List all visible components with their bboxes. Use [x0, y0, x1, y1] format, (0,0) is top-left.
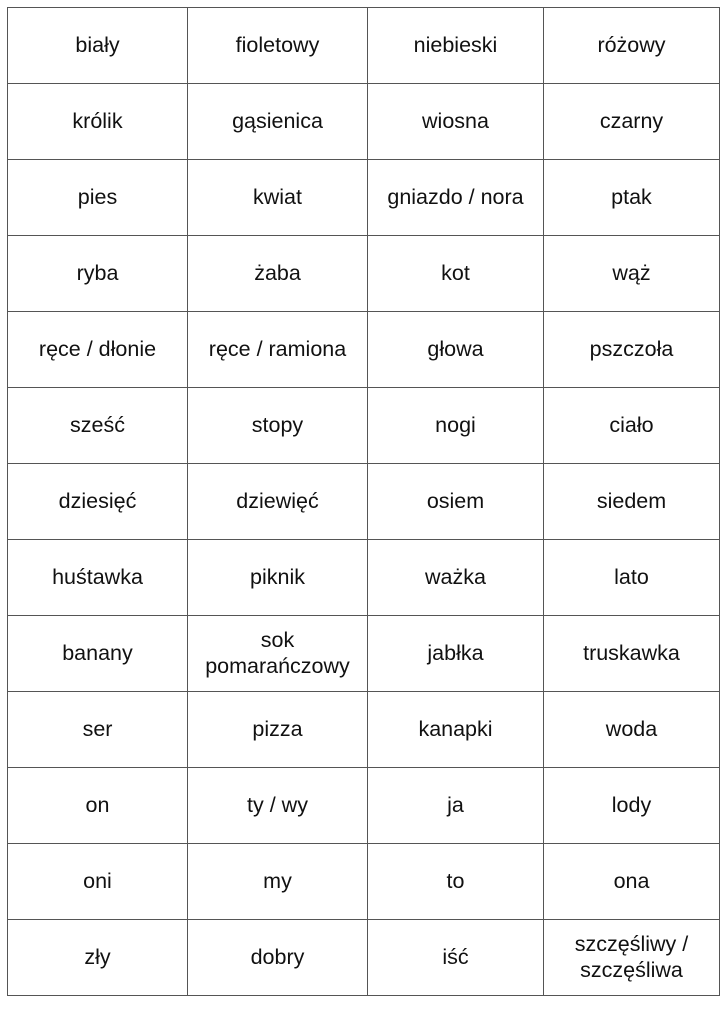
word-cell: nogi	[367, 387, 544, 464]
word-cell: ser	[7, 691, 188, 768]
table-row: banany sok pomarańczowy jabłka truskawka	[7, 615, 720, 692]
word-cell: jabłka	[367, 615, 544, 692]
table-row: biały fioletowy niebieski różowy	[7, 7, 720, 84]
word-cell: dobry	[187, 919, 368, 996]
word-cell: ryba	[7, 235, 188, 312]
word-cell: truskawka	[543, 615, 720, 692]
table-row: ryba żaba kot wąż	[7, 235, 720, 312]
word-cell: lody	[543, 767, 720, 844]
word-cell: kanapki	[367, 691, 544, 768]
word-cell: gąsienica	[187, 83, 368, 160]
word-cell: ręce / ramiona	[187, 311, 368, 388]
word-cell: niebieski	[367, 7, 544, 84]
table-row: oni my to ona	[7, 843, 720, 920]
word-cell: różowy	[543, 7, 720, 84]
word-cell: huśtawka	[7, 539, 188, 616]
word-cell: siedem	[543, 463, 720, 540]
word-cell: pies	[7, 159, 188, 236]
table-row: królik gąsienica wiosna czarny	[7, 83, 720, 160]
vocabulary-table: biały fioletowy niebieski różowy królik gąsie…	[7, 7, 720, 996]
word-cell: wiosna	[367, 83, 544, 160]
table-row: sześć stopy nogi ciało	[7, 387, 720, 464]
word-cell: on	[7, 767, 188, 844]
word-cell: kot	[367, 235, 544, 312]
word-cell: sześć	[7, 387, 188, 464]
word-cell: szczęśliwy / szczęśliwa	[543, 919, 720, 996]
table-row: dziesięć dziewięć osiem siedem	[7, 463, 720, 540]
word-cell: biały	[7, 7, 188, 84]
table-row: pies kwiat gniazdo / nora ptak	[7, 159, 720, 236]
word-cell: to	[367, 843, 544, 920]
word-cell: osiem	[367, 463, 544, 540]
word-cell: ciało	[543, 387, 720, 464]
word-cell: wąż	[543, 235, 720, 312]
word-cell: dziewięć	[187, 463, 368, 540]
word-cell: ona	[543, 843, 720, 920]
word-cell: my	[187, 843, 368, 920]
word-cell: pszczoła	[543, 311, 720, 388]
word-cell: gniazdo / nora	[367, 159, 544, 236]
word-cell: stopy	[187, 387, 368, 464]
word-cell: banany	[7, 615, 188, 692]
word-cell: oni	[7, 843, 188, 920]
word-cell: woda	[543, 691, 720, 768]
word-cell: żaba	[187, 235, 368, 312]
word-cell: ptak	[543, 159, 720, 236]
table-row: ser pizza kanapki woda	[7, 691, 720, 768]
word-cell: ja	[367, 767, 544, 844]
word-cell: ręce / dłonie	[7, 311, 188, 388]
word-cell: iść	[367, 919, 544, 996]
table-row: ręce / dłonie ręce / ramiona głowa pszczoła	[7, 311, 720, 388]
table-row: huśtawka piknik ważka lato	[7, 539, 720, 616]
word-cell: pizza	[187, 691, 368, 768]
word-cell: fioletowy	[187, 7, 368, 84]
word-cell: dziesięć	[7, 463, 188, 540]
word-cell: zły	[7, 919, 188, 996]
word-cell: czarny	[543, 83, 720, 160]
word-cell: sok pomarańczowy	[187, 615, 368, 692]
word-cell: kwiat	[187, 159, 368, 236]
word-cell: lato	[543, 539, 720, 616]
table-row: zły dobry iść szczęśliwy / szczęśliwa	[7, 919, 720, 996]
word-cell: ty / wy	[187, 767, 368, 844]
word-cell: piknik	[187, 539, 368, 616]
word-cell: ważka	[367, 539, 544, 616]
word-cell: głowa	[367, 311, 544, 388]
table-row: on ty / wy ja lody	[7, 767, 720, 844]
word-cell: królik	[7, 83, 188, 160]
